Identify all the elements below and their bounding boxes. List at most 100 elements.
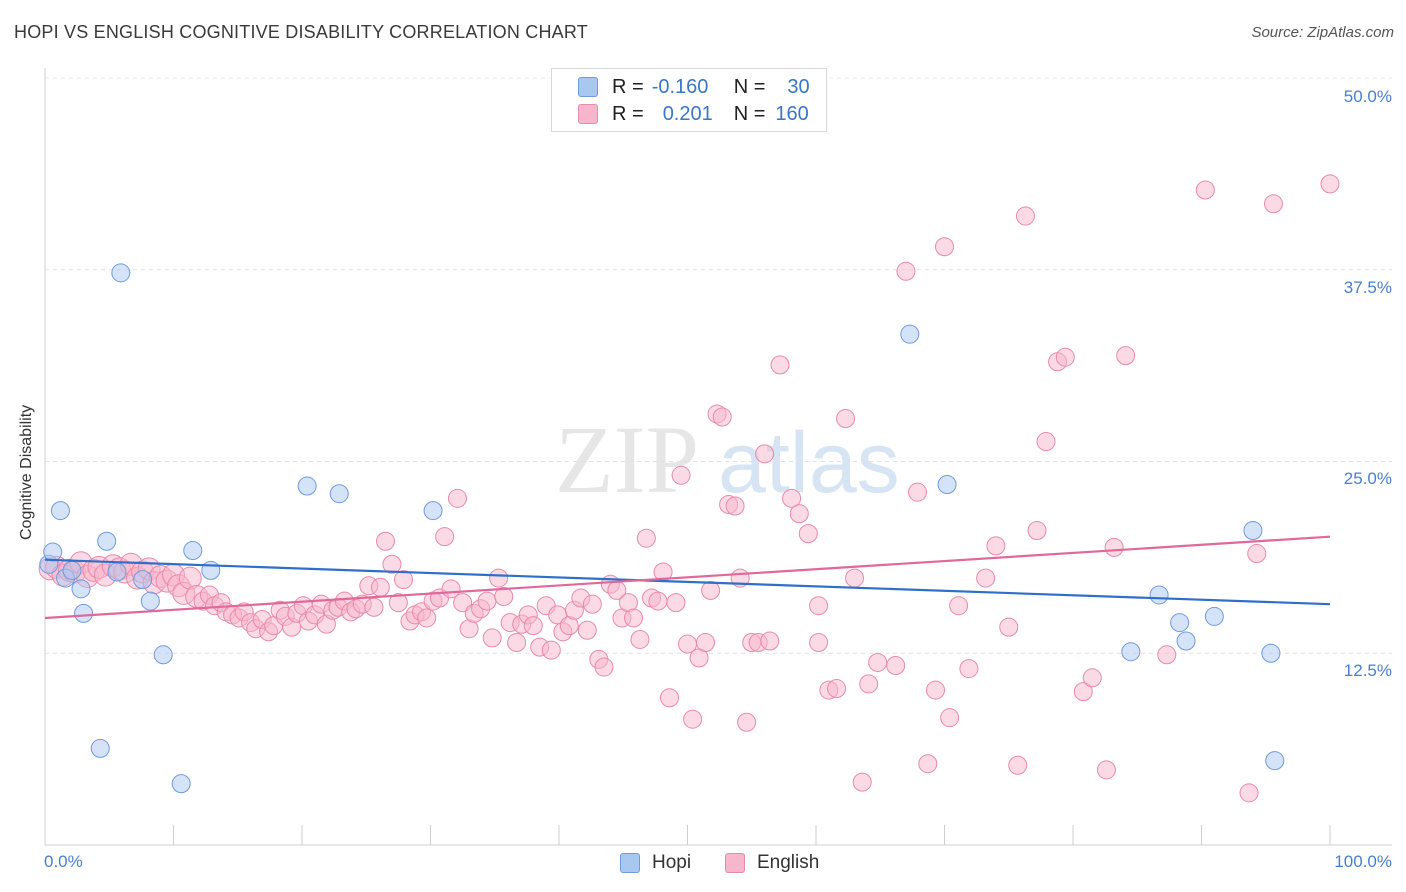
english-point-163 bbox=[1320, 174, 1340, 194]
english-point-90 bbox=[577, 620, 597, 640]
hopi-point-17 bbox=[297, 476, 317, 496]
english-point-143 bbox=[959, 659, 979, 679]
watermark: ZIP atlas bbox=[555, 406, 900, 513]
english-point-111 bbox=[701, 580, 721, 600]
english-point-147 bbox=[1008, 755, 1028, 775]
hopi-point-6 bbox=[74, 603, 94, 623]
english-point-106 bbox=[671, 465, 691, 485]
x-tick-label-100: 100.0% bbox=[1334, 852, 1392, 871]
english-point-161 bbox=[1247, 544, 1267, 564]
english-point-127 bbox=[809, 633, 829, 653]
english-point-113 bbox=[712, 407, 732, 427]
legend-item-hopi: Hopi bbox=[620, 852, 691, 874]
english-series bbox=[38, 174, 1340, 803]
trend-lines bbox=[44, 535, 1331, 620]
english-point-73 bbox=[477, 591, 497, 611]
hopi-point-27 bbox=[1243, 521, 1263, 541]
english-point-149 bbox=[1027, 521, 1047, 541]
english-point-58 bbox=[388, 593, 408, 613]
english-point-144 bbox=[976, 568, 996, 588]
hopi-point-26 bbox=[1204, 606, 1224, 626]
english-point-122 bbox=[770, 355, 790, 375]
hopi-point-2 bbox=[50, 501, 70, 521]
english-point-57 bbox=[382, 554, 402, 574]
legend-english-swatch bbox=[725, 853, 745, 873]
english-point-78 bbox=[507, 633, 527, 653]
hopi-point-10 bbox=[111, 263, 131, 283]
english-point-155 bbox=[1096, 760, 1116, 780]
series-legend: Hopi English bbox=[0, 852, 1406, 878]
english-point-142 bbox=[949, 596, 969, 616]
english-point-117 bbox=[737, 712, 757, 732]
english-point-152 bbox=[1055, 347, 1075, 367]
hopi-point-22 bbox=[1121, 642, 1141, 662]
english-point-56 bbox=[376, 531, 396, 551]
legend-hopi-swatch bbox=[620, 853, 640, 873]
legend-item-english: English bbox=[725, 852, 819, 874]
english-point-66 bbox=[435, 527, 455, 547]
hopi-point-15 bbox=[183, 540, 203, 560]
english-point-81 bbox=[523, 616, 543, 636]
english-point-136 bbox=[896, 261, 916, 281]
english-point-93 bbox=[594, 657, 614, 677]
hopi-n-value: 30 bbox=[787, 75, 810, 98]
hopi-point-29 bbox=[1265, 751, 1285, 771]
hopi-series bbox=[39, 263, 1285, 794]
english-point-102 bbox=[648, 591, 668, 611]
english-point-135 bbox=[886, 656, 906, 676]
hopi-point-5 bbox=[71, 579, 91, 599]
english-swatch bbox=[578, 104, 598, 124]
english-point-158 bbox=[1157, 645, 1177, 665]
hopi-point-9 bbox=[107, 562, 127, 582]
hopi-point-1 bbox=[43, 542, 63, 562]
english-point-130 bbox=[836, 409, 856, 429]
english-point-159 bbox=[1195, 180, 1215, 200]
english-point-104 bbox=[660, 688, 680, 708]
english-point-126 bbox=[809, 596, 829, 616]
correlation-legend: R = -0.160 N = 30 R = 0.201 N = 160 bbox=[551, 68, 827, 132]
english-r-label: R = bbox=[612, 102, 644, 125]
hopi-point-11 bbox=[133, 570, 153, 590]
english-point-153 bbox=[1073, 682, 1093, 702]
english-point-76 bbox=[494, 586, 514, 606]
english-point-146 bbox=[999, 617, 1019, 637]
english-point-108 bbox=[683, 709, 703, 729]
english-point-148 bbox=[1015, 206, 1035, 226]
english-point-123 bbox=[782, 488, 802, 508]
english-point-63 bbox=[417, 608, 437, 628]
y-tick-label-37-5: 37.5% bbox=[1343, 278, 1392, 297]
hopi-point-18 bbox=[329, 484, 349, 504]
english-point-121 bbox=[760, 631, 780, 651]
english-point-141 bbox=[940, 708, 960, 728]
hopi-n-label: N = bbox=[733, 75, 766, 98]
english-point-110 bbox=[695, 633, 715, 653]
english-point-84 bbox=[541, 640, 561, 660]
watermark-atlas: atlas bbox=[718, 415, 900, 511]
english-point-139 bbox=[926, 680, 946, 700]
y-tick-label-50: 50.0% bbox=[1343, 87, 1392, 106]
legend-row-english: R = 0.201 N = 160 bbox=[578, 102, 809, 126]
hopi-point-7 bbox=[90, 738, 110, 758]
hopi-point-25 bbox=[1176, 631, 1196, 651]
english-point-105 bbox=[666, 593, 686, 613]
english-point-137 bbox=[908, 482, 928, 502]
english-point-59 bbox=[394, 570, 414, 590]
y-tick-label-25: 25.0% bbox=[1343, 469, 1392, 488]
english-point-55 bbox=[370, 577, 390, 597]
english-trend-line bbox=[44, 535, 1331, 620]
english-point-150 bbox=[1036, 432, 1056, 452]
english-n-value: 160 bbox=[775, 102, 809, 125]
legend-row-hopi: R = -0.160 N = 30 bbox=[578, 75, 810, 99]
english-point-140 bbox=[935, 237, 954, 257]
english-point-138 bbox=[918, 754, 938, 774]
legend-hopi-label: Hopi bbox=[652, 852, 692, 873]
hopi-r-value: -0.160 bbox=[651, 75, 709, 98]
english-point-115 bbox=[725, 496, 745, 516]
english-point-125 bbox=[798, 524, 818, 544]
x-tick-label-0: 0.0% bbox=[44, 852, 83, 871]
english-point-132 bbox=[852, 772, 872, 792]
english-point-133 bbox=[859, 674, 879, 694]
axes bbox=[44, 68, 1392, 846]
y-tick-label-12-5: 12.5% bbox=[1343, 661, 1392, 680]
